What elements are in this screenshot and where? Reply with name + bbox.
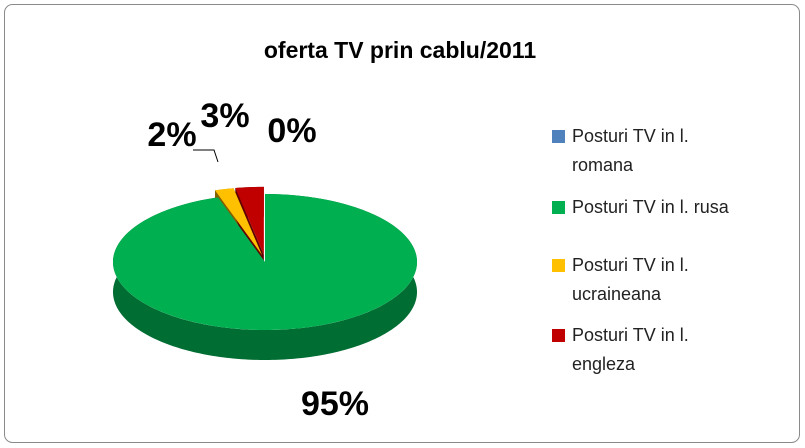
pie-slice (112, 194, 417, 330)
legend-label: Posturi TV in l. rusa (572, 197, 729, 217)
legend-swatch (552, 130, 565, 143)
data-label: 2% (147, 116, 196, 154)
data-label: 0% (267, 112, 316, 150)
legend-label: Posturi TV in l. ucraineana (572, 255, 689, 304)
legend-item: Posturi TV in l. engleza (552, 321, 750, 379)
data-label: 3% (200, 97, 249, 135)
legend-item: Posturi TV in l. ucraineana (552, 251, 750, 309)
pie-slice (235, 186, 264, 255)
legend-label: Posturi TV in l. romana (572, 126, 689, 175)
legend-swatch (552, 201, 565, 214)
legend-item: Posturi TV in l. romana (552, 122, 750, 180)
legend-item: Posturi TV in l. rusa (552, 193, 750, 222)
pie-slice (215, 188, 263, 256)
chart-title: oferta TV prin cablu/2011 (264, 37, 536, 63)
legend-swatch (552, 329, 565, 342)
leader-line (193, 149, 219, 163)
data-label: 95% (301, 385, 369, 423)
legend-label: Posturi TV in l. engleza (572, 325, 689, 374)
legend-swatch (552, 259, 565, 272)
pie-tops (112, 186, 417, 330)
